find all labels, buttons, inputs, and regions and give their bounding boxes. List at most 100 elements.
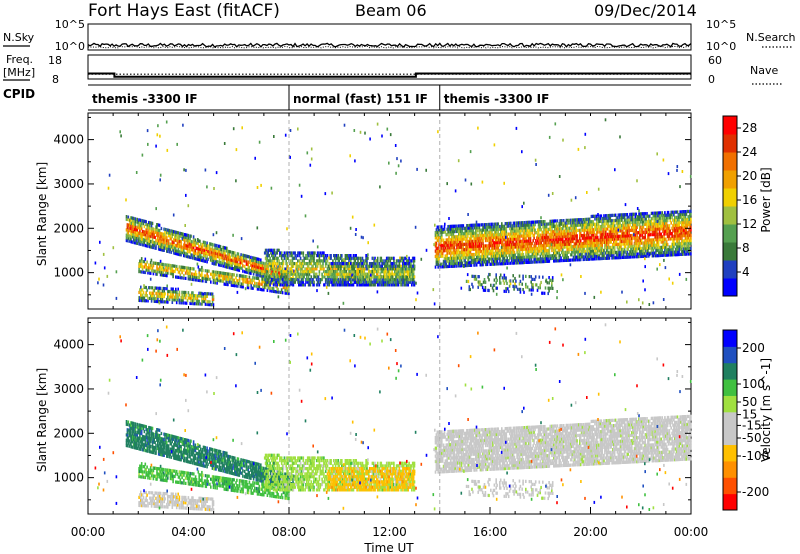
power-cell xyxy=(219,271,222,275)
power-cell xyxy=(285,291,287,295)
power-cell xyxy=(289,262,291,266)
power-cell xyxy=(143,285,146,289)
power-cell xyxy=(169,242,172,246)
power-cell xyxy=(219,271,221,275)
power-cell xyxy=(241,282,243,286)
power-cell xyxy=(408,278,410,282)
power-cell xyxy=(278,259,280,263)
power-cell xyxy=(247,263,250,267)
power-cell xyxy=(398,280,401,284)
power-cell xyxy=(132,227,134,231)
power-cell xyxy=(164,287,166,291)
power-cell xyxy=(166,287,168,291)
power-cell xyxy=(217,255,219,259)
power-cell xyxy=(203,248,206,252)
power-cell xyxy=(262,285,264,289)
power-cell xyxy=(199,250,201,254)
power-cell xyxy=(177,252,180,256)
power-cell xyxy=(311,254,313,258)
power-cell xyxy=(174,246,176,250)
power-cell xyxy=(333,275,335,279)
power-cell xyxy=(206,244,208,248)
power-cell xyxy=(265,283,268,287)
power-cell xyxy=(257,273,259,277)
power-cell xyxy=(212,272,215,277)
power-cell xyxy=(441,238,443,242)
power-cell xyxy=(185,252,188,256)
power-cell xyxy=(174,290,176,294)
power-cell xyxy=(272,264,275,268)
power-cell xyxy=(390,264,392,268)
power-cell xyxy=(143,230,146,234)
power-cell xyxy=(252,276,254,280)
power-cell xyxy=(261,282,263,286)
power-cell xyxy=(271,254,273,258)
power-cell xyxy=(219,279,221,283)
power-cell xyxy=(243,253,245,258)
power-cell xyxy=(151,221,154,225)
power-cell xyxy=(223,248,225,252)
power-cell xyxy=(239,260,241,265)
power-cell xyxy=(234,267,237,271)
power-cell xyxy=(168,297,171,302)
power-cell xyxy=(244,257,247,261)
power-cell xyxy=(148,220,150,225)
power-cell xyxy=(203,251,206,255)
power-cell xyxy=(207,247,209,251)
power-cell xyxy=(266,272,269,276)
power-cell xyxy=(245,275,248,279)
power-cell xyxy=(338,272,340,276)
power-cell xyxy=(263,264,266,268)
power-cell xyxy=(175,267,177,271)
power-cell xyxy=(180,265,182,269)
power-cell xyxy=(159,259,162,263)
power-cell xyxy=(202,299,205,304)
power-cell xyxy=(173,240,175,244)
power-cell xyxy=(298,251,301,255)
power-cell xyxy=(179,245,181,249)
power-cell xyxy=(189,301,191,305)
power-cell xyxy=(289,262,292,266)
power-cell xyxy=(379,278,382,282)
power-cell xyxy=(374,283,376,287)
power-cell xyxy=(149,234,151,238)
power-cell xyxy=(283,254,286,258)
power-cell xyxy=(332,278,334,282)
power-cell xyxy=(385,262,387,266)
power-cell xyxy=(240,282,243,286)
power-cell xyxy=(184,243,187,248)
power-cell xyxy=(239,284,242,289)
power-cell xyxy=(205,249,207,253)
power-cell xyxy=(404,280,407,284)
power-cell xyxy=(206,246,208,251)
power-cell xyxy=(140,219,143,223)
power-cell xyxy=(299,280,302,284)
power-cell xyxy=(327,278,330,282)
power-cell xyxy=(232,278,235,282)
power-cell xyxy=(333,264,336,268)
station-title: Fort Hays East (fitACF) xyxy=(88,1,280,21)
power-cell xyxy=(387,267,390,271)
power-cell xyxy=(260,266,262,270)
power-cell xyxy=(354,264,357,268)
power-cell xyxy=(134,238,137,242)
power-cell xyxy=(126,228,129,232)
power-cell xyxy=(207,302,209,307)
power-cell xyxy=(283,270,286,274)
power-cell xyxy=(213,243,215,247)
power-cell xyxy=(385,283,387,287)
power-cell xyxy=(143,270,146,274)
power-cell xyxy=(394,270,396,274)
power-cell xyxy=(400,256,402,260)
power-cell xyxy=(374,270,376,274)
power-cell xyxy=(221,276,224,281)
power-cell xyxy=(390,267,392,271)
power-cell xyxy=(299,251,302,255)
power-cell xyxy=(261,264,264,268)
power-cell xyxy=(208,250,210,254)
power-cell xyxy=(227,277,229,281)
power-cell xyxy=(153,240,155,245)
power-cell xyxy=(367,272,369,276)
power-cell xyxy=(206,260,208,264)
power-cell xyxy=(237,255,240,259)
